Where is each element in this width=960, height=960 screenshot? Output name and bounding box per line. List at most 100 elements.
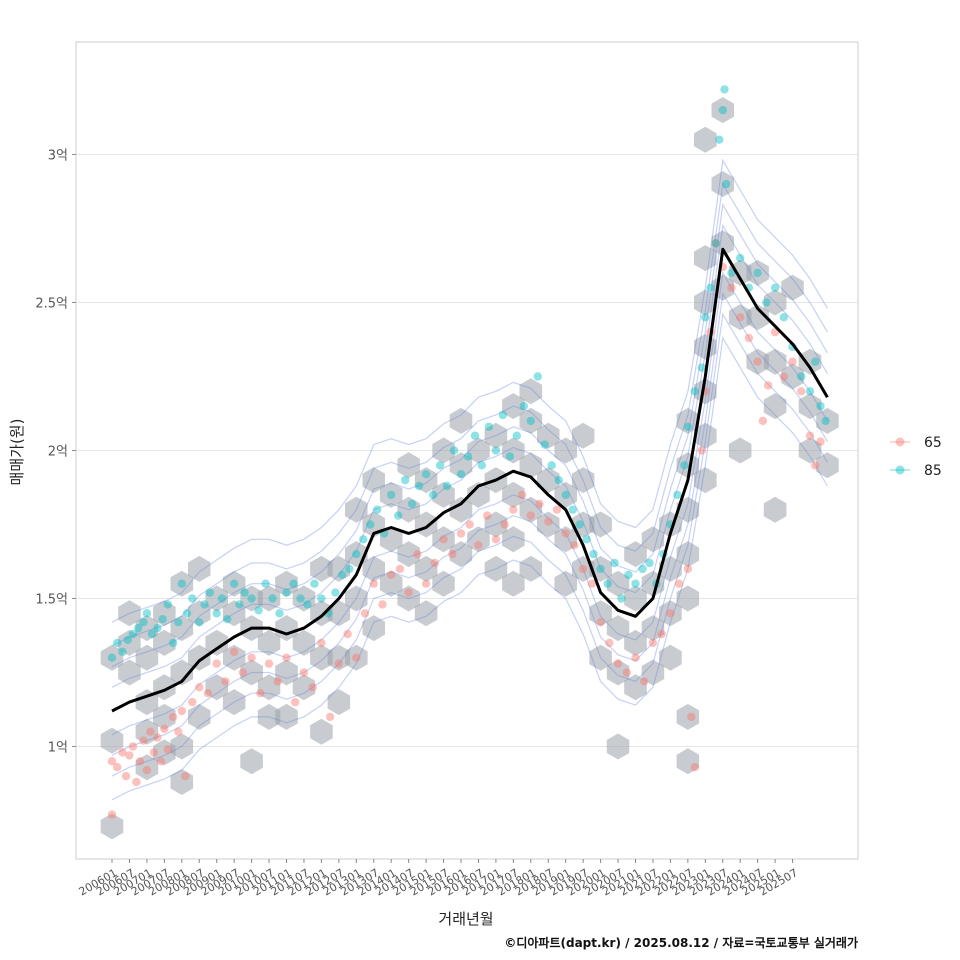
scatter-point-85 xyxy=(603,579,612,588)
hexbin-cell xyxy=(659,600,682,627)
scatter-point-85 xyxy=(720,85,729,94)
scatter-point-65 xyxy=(352,653,361,662)
scatter-point-85 xyxy=(540,440,549,449)
hexbin-cell xyxy=(240,659,263,686)
scatter-point-85 xyxy=(240,588,249,597)
scatter-point-65 xyxy=(149,748,159,757)
scatter-point-65 xyxy=(552,505,562,514)
scatter-point-85 xyxy=(200,600,209,609)
hexbin-cell xyxy=(606,733,630,760)
hexbin-cell xyxy=(170,769,194,795)
hexbin-cell xyxy=(798,437,822,464)
hexbin-cell xyxy=(624,585,647,612)
hexbin-cell xyxy=(484,555,508,582)
scatter-point-85 xyxy=(596,564,605,574)
scatter-point-85 xyxy=(722,179,731,189)
hexbin-cell xyxy=(537,422,560,449)
scatter-point-85 xyxy=(247,594,256,603)
scatter-point-85 xyxy=(235,600,244,609)
scatter-point-65 xyxy=(188,697,197,707)
hexbin-cell xyxy=(292,629,316,656)
hexbin-cell xyxy=(694,126,717,153)
hexbin-cell xyxy=(676,496,700,523)
hexbin-cell xyxy=(537,511,560,538)
density-contour xyxy=(111,182,828,647)
density-contour xyxy=(111,291,828,756)
density-contour xyxy=(111,336,828,801)
hexbin-cell xyxy=(222,644,246,671)
scatter-point-85 xyxy=(484,422,494,431)
hexbin-cell xyxy=(222,689,246,716)
scatter-point-85 xyxy=(617,594,626,603)
scatter-point-85 xyxy=(526,416,535,426)
hexbin-cell xyxy=(414,600,438,627)
scatter-point-85 xyxy=(261,579,270,588)
scatter-point-85 xyxy=(456,470,466,479)
scatter-point-65 xyxy=(535,499,544,508)
scatter-point-85 xyxy=(217,594,227,603)
scatter-layer xyxy=(107,85,830,819)
scatter-point-65 xyxy=(570,541,579,550)
hexbin-cell xyxy=(170,733,194,760)
hexbin-cell xyxy=(484,422,508,449)
hexbin-layer xyxy=(100,97,839,840)
scatter-point-65 xyxy=(640,677,649,686)
scatter-point-65 xyxy=(474,541,483,550)
scatter-point-65 xyxy=(107,757,117,766)
scatter-point-65 xyxy=(229,647,239,656)
scatter-point-85 xyxy=(310,579,319,588)
scatter-point-65 xyxy=(448,549,457,559)
scatter-point-65 xyxy=(168,712,178,722)
hexbin-cell xyxy=(292,674,316,701)
scatter-point-65 xyxy=(282,653,291,662)
y-axis-title: 매매가(원) xyxy=(8,419,26,486)
hexbin-cell xyxy=(275,615,298,642)
scatter-point-85 xyxy=(442,481,452,491)
hexbin-cell xyxy=(362,555,385,582)
trend-line-layer xyxy=(111,247,829,713)
hexbin-cell xyxy=(798,393,822,420)
hexbin-cell xyxy=(432,570,455,597)
trend-line xyxy=(111,247,829,713)
caption: ©디아파트(dapt.kr) / 2025.08.12 / 자료=국토교통부 실… xyxy=(504,935,858,950)
scatter-point-85 xyxy=(134,623,143,633)
hexbin-cell xyxy=(449,541,473,568)
hexbin-cell xyxy=(746,348,769,375)
scatter-point-85 xyxy=(770,283,780,292)
scatter-point-85 xyxy=(118,647,127,656)
scatter-point-65 xyxy=(369,579,378,588)
scatter-point-65 xyxy=(128,742,138,751)
scatter-point-85 xyxy=(414,481,424,491)
scatter-point-85 xyxy=(303,600,312,609)
hexbin-cell xyxy=(624,541,647,568)
scatter-point-85 xyxy=(697,363,706,372)
hexbin-cell xyxy=(728,437,752,464)
scatter-point-65 xyxy=(517,490,527,500)
scatter-point-65 xyxy=(797,387,806,396)
scatter-point-85 xyxy=(701,313,710,322)
hexbin-cell xyxy=(571,467,595,494)
scatter-point-65 xyxy=(596,618,605,627)
scatter-point-85 xyxy=(811,357,820,366)
scatter-point-85 xyxy=(690,387,699,396)
hexbin-cell xyxy=(188,555,211,582)
hexbin-cell xyxy=(188,703,211,730)
hexbin-cell xyxy=(624,629,647,656)
scatter-point-85 xyxy=(254,606,263,615)
hexbin-cell xyxy=(379,481,403,508)
hexbin-cell xyxy=(519,407,543,434)
hexbin-cell xyxy=(257,674,281,701)
hexbin-cell xyxy=(135,644,159,671)
y-tick-label: 1.5억 xyxy=(35,593,68,608)
scatter-point-65 xyxy=(146,727,155,736)
hexbin-cell xyxy=(728,304,752,331)
scatter-point-85 xyxy=(779,313,788,322)
scatter-point-65 xyxy=(203,689,213,698)
scatter-point-85 xyxy=(561,490,570,500)
hexbin-cell xyxy=(798,348,822,375)
scatter-point-65 xyxy=(727,283,736,292)
hexbin-cell xyxy=(135,754,159,781)
scatter-point-85 xyxy=(123,635,132,645)
hexbin-cell xyxy=(414,555,438,582)
scatter-point-85 xyxy=(153,623,162,633)
